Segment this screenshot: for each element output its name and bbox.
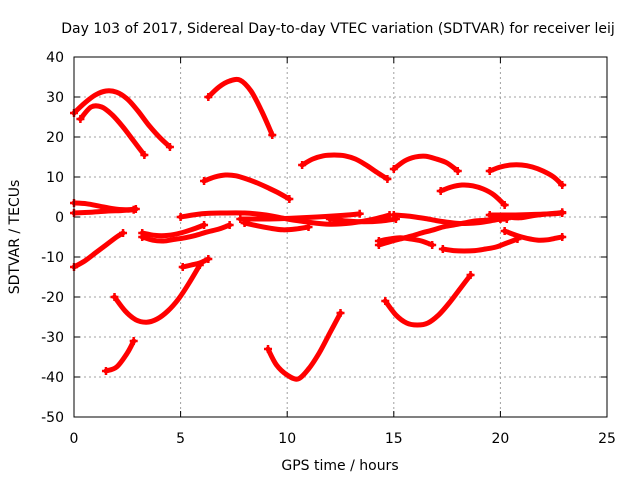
series-arc-15 bbox=[237, 211, 363, 222]
chart-title: Day 103 of 2017, Sidereal Day-to-day VTE… bbox=[61, 21, 615, 37]
y-tick-label: -50 bbox=[41, 410, 64, 426]
point-marker-arc-01-end bbox=[165, 143, 174, 151]
x-tick-label: 5 bbox=[176, 431, 185, 447]
point-marker-arc-20-end bbox=[428, 241, 437, 249]
point-marker-arc-16-start bbox=[264, 345, 273, 353]
point-marker-arc-28-end bbox=[558, 233, 567, 241]
point-marker-arc-02-start bbox=[76, 115, 85, 123]
point-marker-arc-15-end bbox=[355, 209, 364, 218]
series-arc-02 bbox=[77, 103, 147, 158]
point-marker-arc-13-start bbox=[204, 93, 213, 101]
point-marker-arc-17-end bbox=[383, 175, 392, 183]
x-tick-label: 15 bbox=[385, 431, 403, 447]
y-tick-label: 20 bbox=[46, 130, 64, 146]
series-arc-28 bbox=[502, 228, 565, 243]
y-tick-label: 40 bbox=[46, 50, 64, 66]
series-arc-24 bbox=[438, 182, 508, 208]
point-marker-arc-21-start bbox=[389, 211, 398, 219]
point-marker-arc-10-start bbox=[178, 263, 187, 271]
series-arc-07 bbox=[112, 262, 203, 325]
point-marker-arc-27-start bbox=[485, 211, 494, 219]
point-marker-arc-17-start bbox=[298, 161, 307, 169]
series-arc-13 bbox=[205, 76, 275, 138]
point-marker-arc-07-start bbox=[110, 293, 119, 301]
point-marker-arc-25-start bbox=[438, 245, 447, 253]
point-marker-arc-24-end bbox=[500, 201, 509, 209]
tick-labels: 0 5 10 15 20 25 -50 -40 -30 -20 -10 0 10 20 30 40 bbox=[41, 50, 616, 447]
series-arc-22 bbox=[391, 153, 461, 174]
series-arc-23 bbox=[382, 272, 474, 328]
series-arc-06 bbox=[103, 338, 137, 374]
point-marker-arc-26-start bbox=[485, 167, 494, 175]
y-tick-label: -20 bbox=[41, 290, 64, 306]
x-tick-label: 10 bbox=[278, 431, 296, 447]
point-marker-arc-13-end bbox=[268, 131, 277, 139]
point-marker-arc-08-end bbox=[225, 221, 234, 229]
y-tick-label: 30 bbox=[46, 90, 64, 106]
point-marker-arc-02-end bbox=[140, 151, 149, 159]
point-marker-arc-06-start bbox=[101, 367, 110, 375]
series-arc-05 bbox=[71, 230, 126, 270]
point-marker-arc-18-start bbox=[325, 215, 334, 223]
point-marker-arc-22-end bbox=[453, 167, 462, 175]
point-marker-arc-28-start bbox=[500, 227, 509, 235]
point-marker-arc-23-start bbox=[381, 297, 390, 305]
x-tick-label: 20 bbox=[491, 431, 509, 447]
point-marker-arc-14-end bbox=[304, 223, 313, 231]
series-arc-04 bbox=[71, 207, 137, 216]
x-tick-label: 25 bbox=[598, 431, 616, 447]
y-tick-label: -10 bbox=[41, 250, 64, 266]
series-arc-08 bbox=[139, 222, 233, 244]
y-tick-label: 10 bbox=[46, 170, 64, 186]
y-tick-label: -30 bbox=[41, 330, 64, 346]
point-marker-arc-29-end bbox=[558, 208, 567, 217]
point-marker-arc-12-start bbox=[200, 177, 209, 185]
x-tick-label: 0 bbox=[70, 431, 79, 447]
point-marker-arc-15-start bbox=[236, 215, 245, 223]
series-arc-12 bbox=[201, 172, 292, 202]
point-marker-arc-20-start bbox=[374, 237, 383, 245]
y-tick-label: 0 bbox=[55, 210, 64, 226]
series-arc-20 bbox=[376, 235, 435, 248]
series-arc-25 bbox=[440, 236, 520, 254]
series-arc-14 bbox=[242, 220, 311, 233]
series-layer bbox=[70, 76, 567, 382]
point-marker-arc-16-end bbox=[336, 309, 345, 317]
point-marker-arc-23-end bbox=[466, 271, 475, 279]
point-marker-arc-29-start bbox=[502, 213, 511, 221]
point-marker-arc-10-end bbox=[204, 255, 213, 263]
series-arc-18 bbox=[327, 216, 399, 225]
y-tick-label: -40 bbox=[41, 370, 64, 386]
series-arc-16 bbox=[265, 310, 343, 382]
plot-frame bbox=[73, 56, 608, 418]
point-marker-arc-06-end bbox=[129, 337, 138, 345]
point-marker-arc-04-end bbox=[129, 205, 138, 214]
point-marker-arc-11-start bbox=[176, 213, 185, 221]
point-marker-arc-09-start bbox=[138, 229, 147, 237]
point-marker-arc-26-end bbox=[558, 181, 567, 189]
point-marker-arc-22-start bbox=[389, 165, 398, 173]
point-marker-arc-12-end bbox=[285, 195, 294, 203]
series-arc-17 bbox=[299, 152, 390, 182]
y-axis-label: SDTVAR / TECUs bbox=[7, 180, 23, 295]
series-arc-09 bbox=[139, 222, 207, 239]
x-axis-label: GPS time / hours bbox=[281, 458, 398, 474]
point-marker-arc-05-end bbox=[119, 229, 128, 237]
series-arc-21 bbox=[391, 212, 503, 227]
series-arc-01 bbox=[71, 88, 173, 150]
point-marker-arc-09-end bbox=[200, 221, 209, 229]
point-marker-arc-24-start bbox=[436, 187, 445, 195]
series-arc-26 bbox=[487, 162, 565, 188]
